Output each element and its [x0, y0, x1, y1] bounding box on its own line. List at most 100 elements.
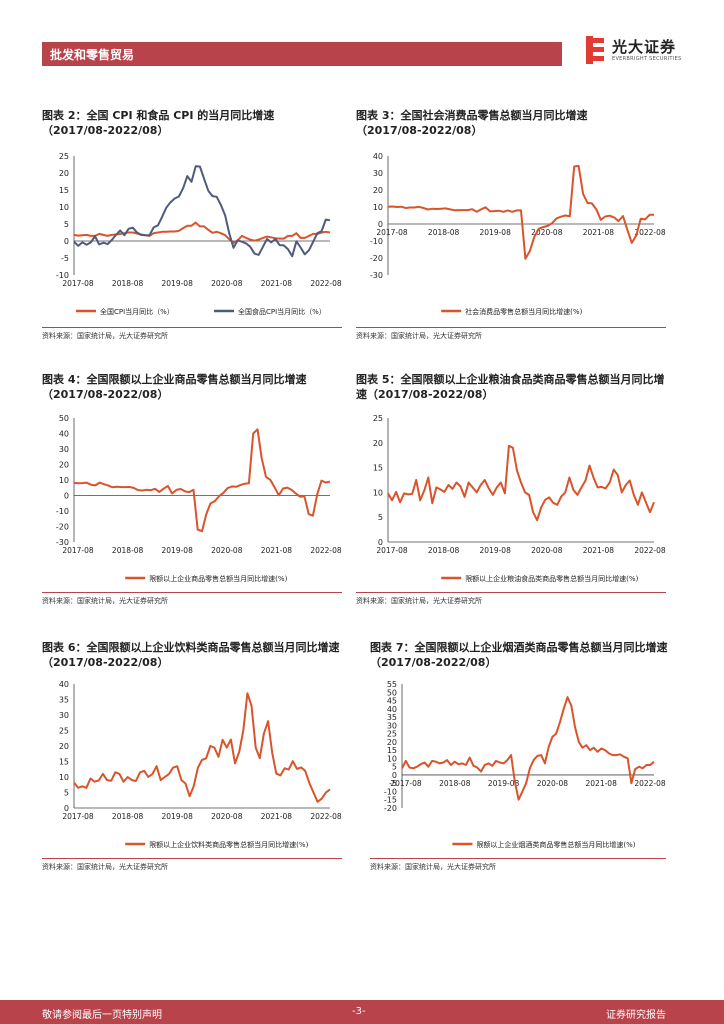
x-tick-label: 2018-08: [112, 279, 144, 288]
chart-7-title: 图表 7：全国限额以上企业烟酒类商品零售总额当月同比增速: [370, 641, 668, 654]
x-tick-label: 2018-08: [112, 812, 144, 821]
x-tick-label: 2021-08: [261, 546, 293, 555]
chart-7-subtitle: （2017/08-2022/08）: [370, 656, 497, 669]
y-tick-label: 5: [64, 220, 69, 229]
x-tick-label: 2021-08: [586, 779, 618, 788]
legend-label: 全国CPI当月同比（%）: [100, 307, 174, 316]
y-tick-label: -30: [370, 271, 383, 280]
y-tick-label: 30: [59, 711, 69, 720]
y-tick-label: 30: [59, 445, 69, 454]
y-tick-label: 25: [59, 727, 69, 736]
chart-6: 0 5 10 15 20 25 30 35 40 2017-08 2018-08 2019-08 202…: [42, 676, 342, 856]
chart-5: 0 5 10 15 20 25 2017-08 2018-08 2019-08 2020-08 20…: [356, 410, 666, 590]
legend-label: 限额以上企业烟酒类商品零售总额当月同比增速(%): [476, 840, 635, 849]
y-tick-label: -10: [56, 507, 69, 516]
chart-7-source: 资料来源：国家统计局，光大证券研究所: [370, 863, 496, 871]
x-tick-label: 2022-08: [634, 546, 666, 555]
y-tick-label: 50: [59, 414, 69, 423]
y-tick-label: 25: [373, 414, 383, 423]
x-tick-label: 2019-08: [162, 546, 194, 555]
y-tick-label: 0: [64, 804, 69, 813]
chart-2-subtitle: （2017/08-2022/08）: [42, 124, 169, 137]
x-tick-label: 2022-08: [310, 279, 342, 288]
y-tick-label: 50: [387, 688, 397, 697]
divider: [42, 327, 342, 328]
x-tick-label: 2017-08: [376, 546, 408, 555]
legend-label: 限额以上企业粮油食品类商品零售总额当月同比增速(%): [465, 574, 638, 583]
legend-label: 全国食品CPI当月同比（%）: [238, 307, 326, 316]
y-tick-label: -5: [61, 254, 69, 263]
x-tick-label: 2022-08: [634, 228, 666, 237]
chart-5-subtitle: 速（2017/08-2022/08）: [356, 388, 494, 401]
y-tick-label: 20: [373, 439, 383, 448]
footer-disclaimer: 敬请参阅最后一页特别声明: [42, 1010, 162, 1021]
y-tick-label: 20: [59, 461, 69, 470]
section-title: 批发和零售贸易: [50, 48, 135, 62]
y-tick-label: 20: [387, 738, 397, 747]
x-tick-label: 2017-08: [62, 279, 94, 288]
y-tick-label: -5: [389, 779, 397, 788]
y-tick-label: 5: [378, 513, 383, 522]
chart-3-title: 图表 3：全国社会消费品零售总额当月同比增速: [356, 109, 588, 122]
brand-name-en: EVERBRIGHT SECURITIES: [612, 56, 682, 62]
x-tick-label: 2020-08: [531, 228, 563, 237]
x-tick-label: 2022-08: [310, 546, 342, 555]
y-tick-label: -10: [370, 237, 383, 246]
y-tick-label: 20: [59, 169, 69, 178]
series-line-2: [73, 165, 331, 258]
divider: [370, 858, 666, 859]
y-tick-label: -10: [384, 787, 397, 796]
chart-2: -10 -5 0 5 10 15 20 25 2017-08 2018-08 2019-08 2020…: [42, 148, 342, 323]
x-tick-label: 2019-08: [162, 279, 194, 288]
x-tick-label: 2017-08: [62, 812, 94, 821]
legend-label: 限额以上企业商品零售总额当月同比增速(%): [149, 574, 287, 583]
y-tick-label: -20: [384, 804, 397, 813]
x-tick-label: 2020-08: [531, 546, 563, 555]
y-tick-label: 5: [392, 763, 397, 772]
y-tick-label: 10: [387, 754, 397, 763]
chart-6-title-block: 图表 6：全国限额以上企业饮料类商品零售总额当月同比增速 （2017/08-202…: [42, 640, 342, 670]
chart-6-title: 图表 6：全国限额以上企业饮料类商品零售总额当月同比增速: [42, 641, 340, 654]
y-tick-label: 15: [59, 186, 69, 195]
page-footer: 敬请参阅最后一页特别声明 -3- 证券研究报告: [0, 1000, 724, 1024]
chart-6-subtitle: （2017/08-2022/08）: [42, 656, 169, 669]
x-tick-label: 2019-08: [480, 228, 512, 237]
x-tick-label: 2019-08: [488, 779, 520, 788]
chart-2-title-block: 图表 2：全国 CPI 和食品 CPI 的当月同比增速 （2017/08-2022…: [42, 108, 342, 138]
y-tick-label: 40: [59, 430, 69, 439]
chart-6-source: 资料来源：国家统计局，光大证券研究所: [42, 863, 168, 871]
y-tick-label: 5: [64, 789, 69, 798]
legend-label: 社会消费品零售总额当月同比增速(%): [465, 307, 582, 316]
y-tick-label: 10: [373, 203, 383, 212]
chart-4: -30 -20 -10 0 10 20 30 40 50 2017-08 2018-08 2019-0…: [42, 410, 342, 590]
chart-2-title: 图表 2：全国 CPI 和食品 CPI 的当月同比增速: [42, 109, 275, 122]
series-line-1: [387, 444, 655, 522]
chart-5-source: 资料来源：国家统计局，光大证券研究所: [356, 597, 482, 605]
x-tick-label: 2022-08: [634, 779, 666, 788]
chart-4-subtitle: （2017/08-2022/08）: [42, 388, 169, 401]
y-tick-label: 40: [59, 680, 69, 689]
y-tick-label: 40: [387, 705, 397, 714]
series-line-1: [401, 696, 655, 801]
y-tick-label: -10: [56, 271, 69, 280]
x-tick-label: 2019-08: [162, 812, 194, 821]
y-tick-label: 20: [59, 742, 69, 751]
x-tick-label: 2021-08: [583, 546, 615, 555]
x-tick-label: 2021-08: [261, 279, 293, 288]
x-tick-label: 2021-08: [261, 812, 293, 821]
chart-3-subtitle: （2017/08-2022/08）: [356, 124, 483, 137]
divider: [42, 858, 342, 859]
x-tick-label: 2020-08: [537, 779, 569, 788]
y-tick-label: -30: [56, 538, 69, 547]
chart-5-title-block: 图表 5：全国限额以上企业粮油食品类商品零售总额当月同比增 速（2017/08-2…: [356, 372, 666, 402]
series-line-1: [73, 428, 331, 533]
x-tick-label: 2017-08: [390, 779, 422, 788]
y-tick-label: 30: [387, 721, 397, 730]
divider: [356, 592, 666, 593]
brand-mark-icon: [586, 36, 604, 64]
y-tick-label: 55: [387, 680, 397, 689]
x-tick-label: 2020-08: [211, 546, 243, 555]
y-tick-label: 45: [387, 697, 397, 706]
y-tick-label: 25: [387, 730, 397, 739]
y-tick-label: 10: [373, 488, 383, 497]
